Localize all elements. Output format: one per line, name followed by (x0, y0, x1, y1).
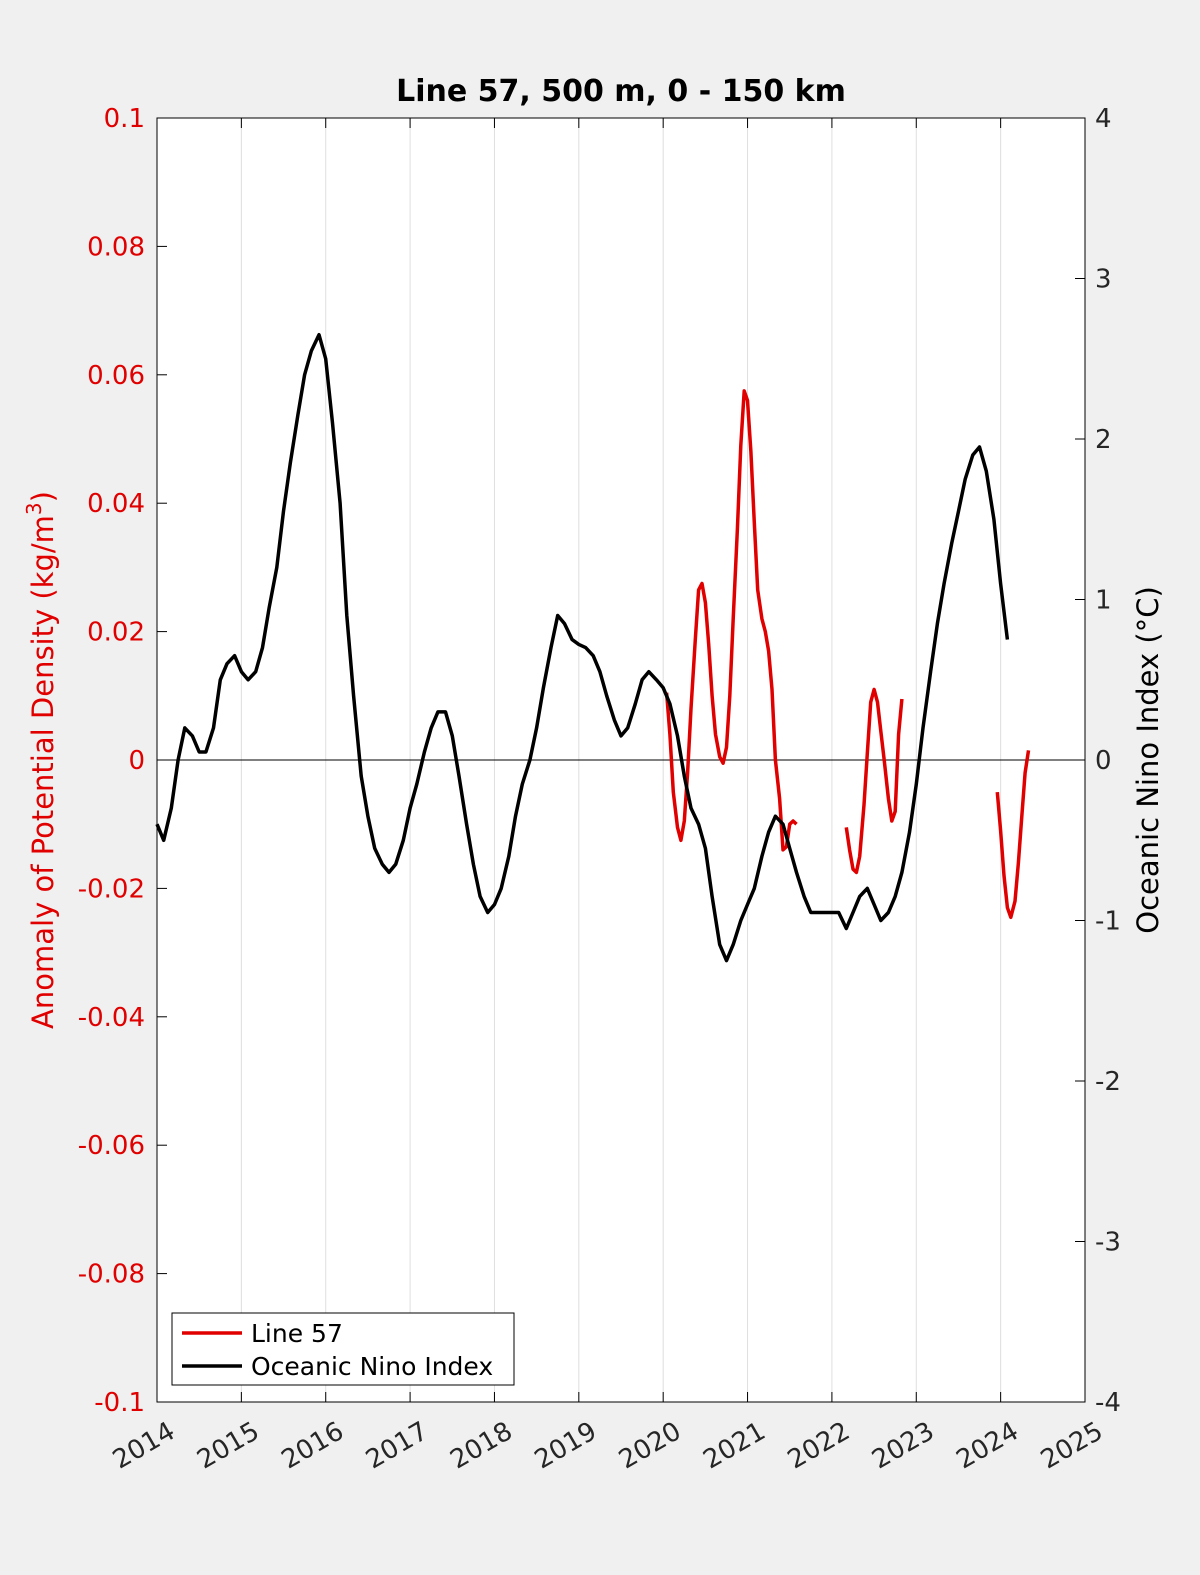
right-tick-label: 2 (1095, 425, 1112, 455)
left-tick-label: 0.04 (87, 489, 145, 519)
x-tick-label: 2024 (952, 1416, 1024, 1475)
right-axis: 4 3 2 1 0 -1 -2 -3 -4 (1075, 104, 1121, 1418)
x-tick-label: 2023 (867, 1416, 939, 1475)
x-tick-label: 2015 (192, 1416, 264, 1475)
x-tick-label: 2018 (445, 1416, 517, 1475)
chart-title: Line 57, 500 m, 0 - 150 km (396, 74, 846, 109)
legend-label-line57: Line 57 (251, 1319, 343, 1348)
left-tick-label: -0.08 (78, 1260, 145, 1290)
left-tick-label: -0.1 (94, 1388, 145, 1418)
line57-series-segment (844, 687, 904, 875)
line57-series-segment (664, 389, 798, 852)
right-tick-label: -4 (1095, 1388, 1121, 1418)
line57-series-segment (995, 750, 1031, 920)
x-tick-label: 2017 (361, 1416, 433, 1475)
left-tick-label: -0.04 (78, 1003, 145, 1033)
left-tick-label: 0.1 (104, 104, 145, 134)
left-tick-label: -0.06 (78, 1131, 145, 1161)
left-axis-label: Anomaly of Potential Density (kg/m3) (22, 491, 60, 1029)
right-tick-label: -3 (1095, 1228, 1121, 1258)
right-tick-label: 0 (1095, 746, 1112, 776)
right-tick-label: -2 (1095, 1067, 1121, 1097)
oni-series-line (155, 332, 1010, 963)
left-tick-label: 0 (128, 746, 145, 776)
left-tick-label: 0.02 (87, 618, 145, 648)
x-tick-label: 2020 (614, 1416, 686, 1475)
legend-label-oni: Oceanic Nino Index (251, 1352, 493, 1381)
right-tick-label: 1 (1095, 586, 1112, 616)
left-tick-label: -0.02 (78, 874, 145, 904)
x-tick-label: 2021 (698, 1416, 770, 1475)
x-tick-label: 2025 (1036, 1416, 1108, 1475)
x-tick-label: 2014 (108, 1416, 180, 1475)
left-tick-label: 0.08 (87, 232, 145, 262)
left-axis: 0.1 0.08 0.06 0.04 0.02 0 -0.02 -0.04 -0.06 -0.08… (78, 104, 167, 1418)
right-tick-label: 3 (1095, 265, 1112, 295)
series-layer (155, 332, 1031, 963)
x-tick-label: 2022 (783, 1416, 855, 1475)
right-axis-label: Oceanic Nino Index (°C) (1131, 586, 1165, 934)
right-tick-label: -1 (1095, 907, 1121, 937)
legend-box (171, 1312, 515, 1386)
x-tick-label: 2019 (530, 1416, 602, 1475)
legend: Line 57 Oceanic Nino Index (171, 1312, 515, 1386)
left-tick-label: 0.06 (87, 361, 145, 391)
right-tick-label: 4 (1095, 104, 1112, 134)
x-tick-label: 2016 (277, 1416, 349, 1475)
